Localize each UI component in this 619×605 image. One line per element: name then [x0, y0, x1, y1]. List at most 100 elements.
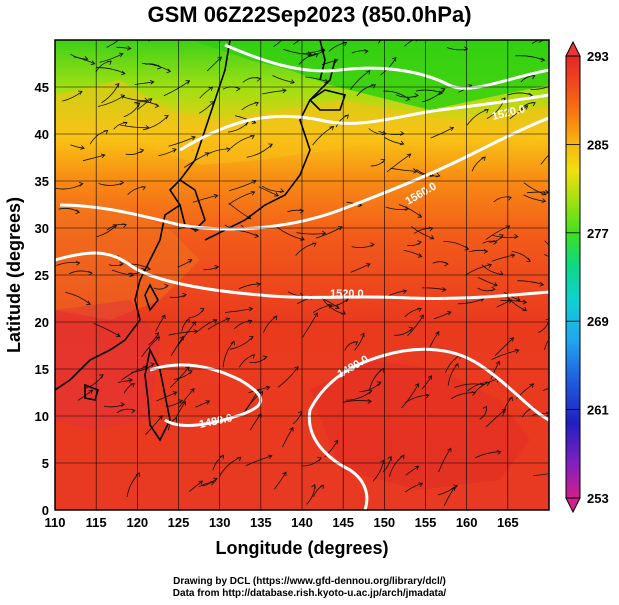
y-tick-label: 20 [35, 315, 49, 330]
streamline [351, 50, 368, 54]
colorbar-body [565, 55, 581, 499]
streamline-arrowhead [386, 31, 390, 35]
streamline-arrowhead [88, 270, 93, 276]
hainan-coast [84, 383, 99, 401]
streamline-arrowhead [226, 147, 231, 152]
streamline-arrowhead [419, 314, 424, 320]
streamline-arrowhead [561, 262, 565, 266]
streamline-arrowhead [99, 374, 104, 379]
streamline-arrowhead [149, 79, 155, 85]
streamline-arrowhead [446, 311, 452, 316]
streamline-arrowhead [250, 191, 256, 196]
streamline [466, 109, 489, 126]
streamline-arrowhead [185, 318, 190, 323]
streamline-arrowhead [365, 263, 371, 268]
streamline [437, 485, 458, 496]
streamline-arrowhead [256, 282, 261, 287]
streamline [156, 391, 177, 402]
streamline-arrowhead [164, 115, 169, 120]
streamline [203, 266, 219, 271]
streamline [359, 382, 382, 393]
streamline-arrowhead [258, 390, 264, 396]
streamline [103, 403, 125, 408]
streamline-arrowhead [179, 335, 184, 341]
streamline [197, 319, 217, 332]
streamline [116, 46, 131, 49]
streamline-arrowhead [147, 98, 153, 103]
y-axis-ticks: 0 5 10 15 20 25 30 35 40 45 [35, 80, 49, 518]
streamline-arrowhead [141, 186, 147, 191]
streamline-arrowhead [365, 70, 371, 75]
streamline-arrowhead [282, 471, 287, 477]
streamline-arrowhead [492, 239, 498, 245]
chart-title: GSM 06Z22Sep2023 (850.0hPa) [147, 2, 472, 27]
streamline-arrowhead [480, 382, 485, 388]
contour-1560-north [224, 43, 549, 90]
streamline-arrowhead [526, 257, 531, 262]
streamline [421, 88, 446, 103]
streamline-arrowhead [77, 90, 83, 95]
streamline-arrowhead [367, 389, 373, 395]
streamline-arrowhead [217, 56, 222, 61]
streamline-arrowhead [210, 480, 215, 486]
streamline [233, 320, 252, 330]
streamline-arrowhead [424, 393, 430, 399]
streamline-arrowhead [150, 362, 156, 368]
streamline-arrowhead [530, 74, 536, 80]
streamline [227, 122, 249, 133]
streamline [438, 447, 452, 473]
streamline-arrowhead [522, 299, 528, 305]
streamline-arrowhead [402, 289, 408, 294]
streamline-arrowhead [523, 105, 529, 110]
streamline-arrowhead [107, 60, 112, 65]
asian-continent-coast [55, 40, 231, 391]
streamline-arrowhead [225, 317, 231, 322]
streamline [542, 387, 549, 392]
x-axis-ticks: 110 115 120 125 130 135 140 145 150 155 160 165 [45, 515, 519, 530]
streamline [517, 280, 544, 286]
streamline-arrowhead [499, 234, 504, 239]
streamline-arrowhead [124, 32, 128, 36]
streamline-arrowhead [191, 320, 197, 326]
streamline [228, 191, 255, 205]
streamline-arrowhead [483, 249, 489, 254]
streamline-arrowhead [514, 348, 520, 354]
y-tick-label: 25 [35, 268, 49, 283]
streamline [195, 40, 197, 41]
x-tick-label: 110 [45, 515, 66, 530]
x-tick-label: 140 [291, 515, 313, 530]
streamline-arrowhead [414, 92, 419, 98]
contour-1480-east-lower [307, 358, 371, 510]
streamline-arrowhead [205, 400, 211, 405]
streamline [120, 124, 150, 129]
streamline [422, 287, 446, 291]
streamline-arrowhead [131, 408, 136, 414]
credits: Drawing by DCL (https://www.gfd-dennou.o… [0, 576, 619, 600]
streamline [121, 95, 148, 102]
streamline [177, 321, 197, 346]
streamline [540, 154, 549, 165]
streamline-arrowhead [122, 121, 128, 127]
streamline [346, 390, 373, 401]
streamline-arrowhead [230, 340, 235, 346]
streamline [457, 298, 485, 305]
streamline [163, 80, 190, 97]
x-tick-label: 160 [456, 515, 478, 530]
x-tick-label: 165 [497, 515, 519, 530]
streamline-arrowhead [236, 456, 242, 462]
streamline [198, 101, 215, 114]
streamline-arrowhead [118, 52, 124, 58]
streamline [282, 427, 294, 448]
streamline [141, 63, 171, 72]
streamline [474, 451, 501, 459]
streamline-arrowhead [272, 315, 278, 321]
streamline-arrowhead [379, 367, 384, 373]
streamline-arrowhead [122, 223, 127, 228]
streamline [329, 298, 349, 307]
streamline-arrowhead [115, 332, 121, 338]
contour-1520-mid [55, 251, 549, 300]
streamline [351, 244, 375, 249]
y-tick-label: 45 [35, 80, 49, 95]
streamline-arrowhead [254, 101, 260, 107]
streamline-arrowhead [440, 88, 446, 93]
